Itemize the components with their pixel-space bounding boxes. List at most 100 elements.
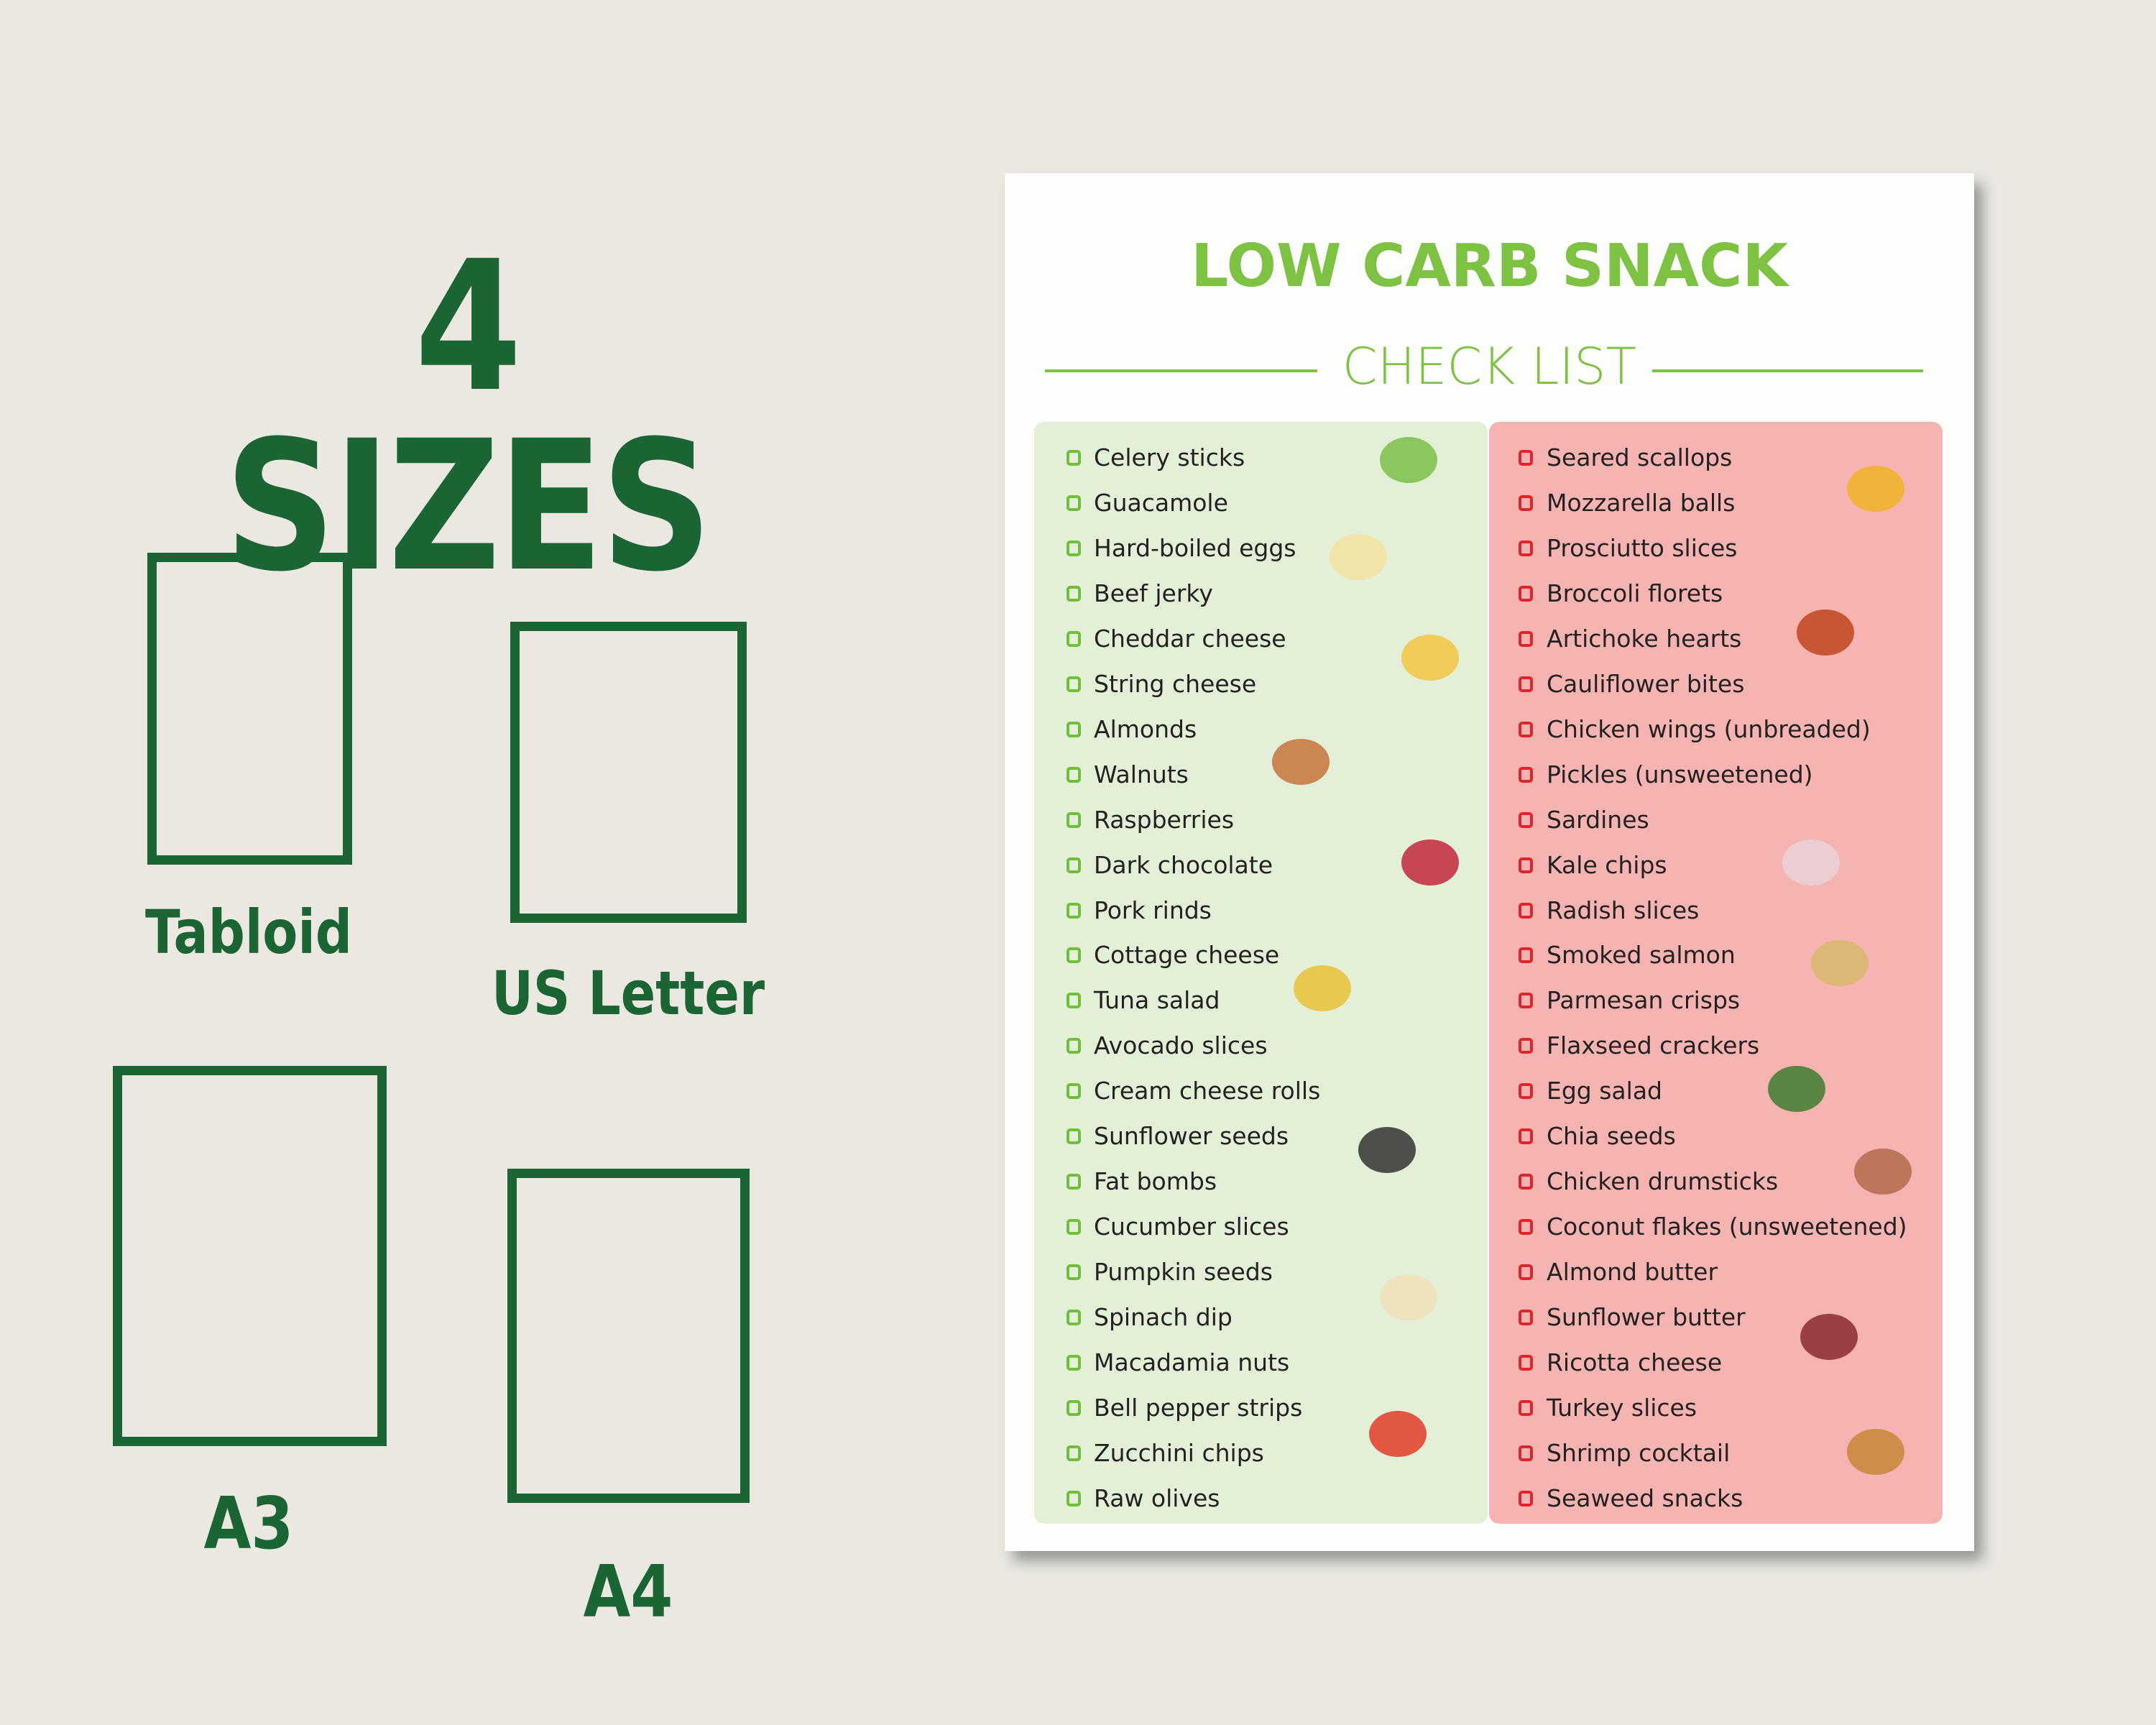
checkbox (1067, 1355, 1081, 1371)
checkbox (1067, 993, 1081, 1009)
size-outline (113, 1066, 387, 1446)
size-label: A4 (583, 1550, 673, 1634)
checklist-item: Pumpkin seeds (1094, 1258, 1273, 1287)
checklist-item: Spinach dip (1094, 1303, 1233, 1332)
checklist-item: Coconut flakes (unsweetened) (1547, 1213, 1907, 1241)
checklist-item: Broccoli florets (1547, 579, 1723, 607)
checkbox (1519, 1445, 1533, 1461)
checkbox (1067, 1174, 1081, 1190)
food-illustration (1401, 635, 1459, 681)
checklist-item: Pork rinds (1094, 896, 1212, 924)
checkbox (1067, 721, 1081, 737)
checkbox (1519, 1128, 1533, 1145)
checkbox (1519, 766, 1533, 783)
checklist-item: Cream cheese rolls (1094, 1077, 1321, 1105)
checklist-item: Flaxseed crackers (1547, 1031, 1760, 1060)
checkbox (1519, 450, 1533, 466)
checklist-item: Pickles (unsweetened) (1547, 760, 1813, 788)
checklist-item: Sardines (1547, 805, 1649, 834)
checklist-item: Almond butter (1547, 1258, 1718, 1287)
checklist-item: Tuna salad (1094, 986, 1220, 1015)
size-outline (147, 553, 352, 865)
checklist-title: LOW CARB SNACK (1191, 232, 1788, 300)
checkbox (1067, 766, 1081, 783)
checkbox (1067, 1490, 1081, 1506)
food-illustration (1380, 437, 1437, 483)
checkbox (1519, 1399, 1533, 1416)
size-label: A3 (203, 1481, 294, 1565)
checkbox (1519, 1490, 1533, 1506)
checklist-item: Smoked salmon (1547, 941, 1736, 970)
checklist-item: Cheddar cheese (1094, 624, 1286, 653)
checkbox (1519, 1174, 1533, 1190)
checkbox (1067, 902, 1081, 919)
checkbox (1519, 585, 1533, 602)
checklist-item: Sunflower butter (1547, 1303, 1746, 1332)
checklist-item: Guacamole (1094, 488, 1228, 517)
checkbox (1067, 857, 1081, 873)
checklist-item: Hard-boiled eggs (1094, 533, 1296, 562)
checklist-item: Chicken wings (unbreaded) (1547, 714, 1871, 743)
checkbox (1519, 676, 1533, 692)
checkbox (1067, 494, 1081, 511)
checkbox (1519, 1083, 1533, 1100)
checkbox (1519, 947, 1533, 964)
size-label: Tabloid (145, 897, 352, 967)
checklist-item: Shrimp cocktail (1547, 1438, 1731, 1467)
checklist-item: Mozzarella balls (1547, 488, 1736, 517)
size-outline (507, 1169, 750, 1503)
checkbox (1067, 1399, 1081, 1416)
divider (1045, 369, 1317, 372)
checklist-item: Kale chips (1547, 850, 1667, 879)
food-illustration (1811, 940, 1869, 986)
checklist-item: Cucumber slices (1094, 1213, 1289, 1241)
checklist-item: Fat bombs (1094, 1167, 1217, 1196)
checkbox (1067, 1445, 1081, 1461)
checkbox (1519, 811, 1533, 828)
checklist-item: Raw olives (1094, 1484, 1220, 1512)
checkbox (1519, 1038, 1533, 1054)
checklist-item: Chicken drumsticks (1547, 1167, 1779, 1196)
food-illustration (1272, 739, 1330, 785)
checkbox (1067, 450, 1081, 466)
food-illustration (1768, 1066, 1825, 1112)
checkbox (1519, 1310, 1533, 1326)
checkbox (1067, 811, 1081, 828)
checklist-item: Walnuts (1094, 760, 1189, 788)
checklist-item: Macadamia nuts (1094, 1348, 1290, 1376)
food-illustration (1358, 1127, 1416, 1173)
food-illustration (1800, 1314, 1858, 1360)
checklist-item: Almonds (1094, 714, 1197, 743)
checklist-item: Seaweed snacks (1547, 1484, 1743, 1512)
food-illustration (1847, 466, 1904, 512)
red-panel (1489, 422, 1943, 1524)
checklist-item: Dark chocolate (1094, 850, 1273, 879)
headline: 4 SIZES (224, 222, 712, 611)
checkbox (1067, 1038, 1081, 1054)
size-label: US Letter (491, 958, 765, 1029)
food-illustration (1847, 1429, 1904, 1475)
checklist-item: Sunflower seeds (1094, 1122, 1289, 1151)
checkbox (1519, 902, 1533, 919)
checkbox (1519, 1264, 1533, 1281)
checkbox (1067, 1264, 1081, 1281)
checkbox (1067, 1310, 1081, 1326)
checklist-item: Radish slices (1547, 896, 1700, 924)
checkbox (1067, 585, 1081, 602)
checkbox (1067, 947, 1081, 964)
food-illustration (1782, 840, 1840, 886)
checklist-item: Parmesan crisps (1547, 986, 1741, 1015)
food-illustration (1401, 840, 1459, 886)
checklist-item: Cottage cheese (1094, 941, 1280, 970)
checklist-item: Prosciutto slices (1547, 533, 1738, 562)
checklist-item: Turkey slices (1547, 1393, 1697, 1422)
food-illustration (1330, 534, 1387, 580)
checklist-item: Ricotta cheese (1547, 1348, 1723, 1376)
checklist-item: Bell pepper strips (1094, 1393, 1303, 1422)
checkbox (1067, 676, 1081, 692)
food-illustration (1369, 1411, 1427, 1457)
checklist-item: Egg salad (1547, 1077, 1662, 1105)
checkbox (1519, 993, 1533, 1009)
checkbox (1519, 540, 1533, 556)
